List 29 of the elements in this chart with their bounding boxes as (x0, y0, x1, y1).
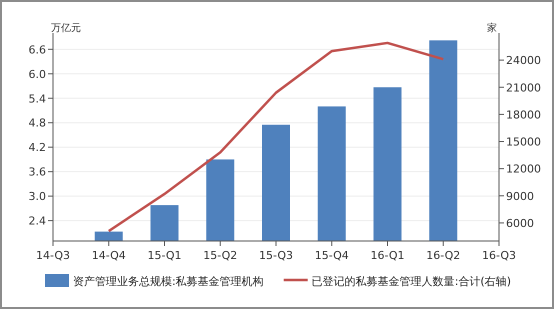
x-tick-label: 15-Q2 (203, 249, 238, 262)
x-tick-label: 14-Q3 (36, 249, 70, 262)
y2-tick-label: 18000 (506, 108, 541, 122)
x-tick-label: 16-Q2 (426, 249, 460, 262)
y-tick-label: 6.0 (28, 68, 46, 81)
y-tick-label: 5.4 (28, 92, 46, 106)
y-axis-title: 万亿元 (51, 23, 81, 34)
legend-label: 资产管理业务总规模:私募基金管理机构 (73, 275, 264, 288)
legend-label: 已登记的私募基金管理人数量:合计(右轴) (312, 275, 512, 288)
x-tick-label: 15-Q4 (314, 249, 349, 262)
y2-tick-label: 6000 (506, 216, 534, 230)
y2-tick-label: 15000 (506, 136, 541, 149)
y2-tick-label: 9000 (506, 190, 534, 203)
y-tick-label: 3.6 (28, 166, 46, 179)
y2-tick-label: 12000 (506, 162, 541, 176)
x-tick-label: 16-Q1 (370, 249, 405, 262)
x-tick-label: 16-Q3 (482, 249, 516, 262)
y-tick-label: 4.2 (28, 141, 46, 154)
x-tick-label: 15-Q3 (258, 249, 294, 262)
y-tick-label: 6.6 (28, 43, 46, 56)
x-tick-label: 14-Q4 (92, 249, 126, 262)
y-tick-label: 3.0 (28, 190, 46, 204)
line-series (108, 42, 444, 232)
y2-axis-title: 家 (487, 22, 497, 34)
y-tick-label: 4.8 (28, 116, 46, 130)
y-tick-label: 2.4 (28, 214, 46, 228)
x-tick-label: 15-Q1 (147, 249, 182, 262)
y2-tick-label: 21000 (506, 81, 541, 94)
y2-tick-label: 24000 (506, 54, 541, 68)
